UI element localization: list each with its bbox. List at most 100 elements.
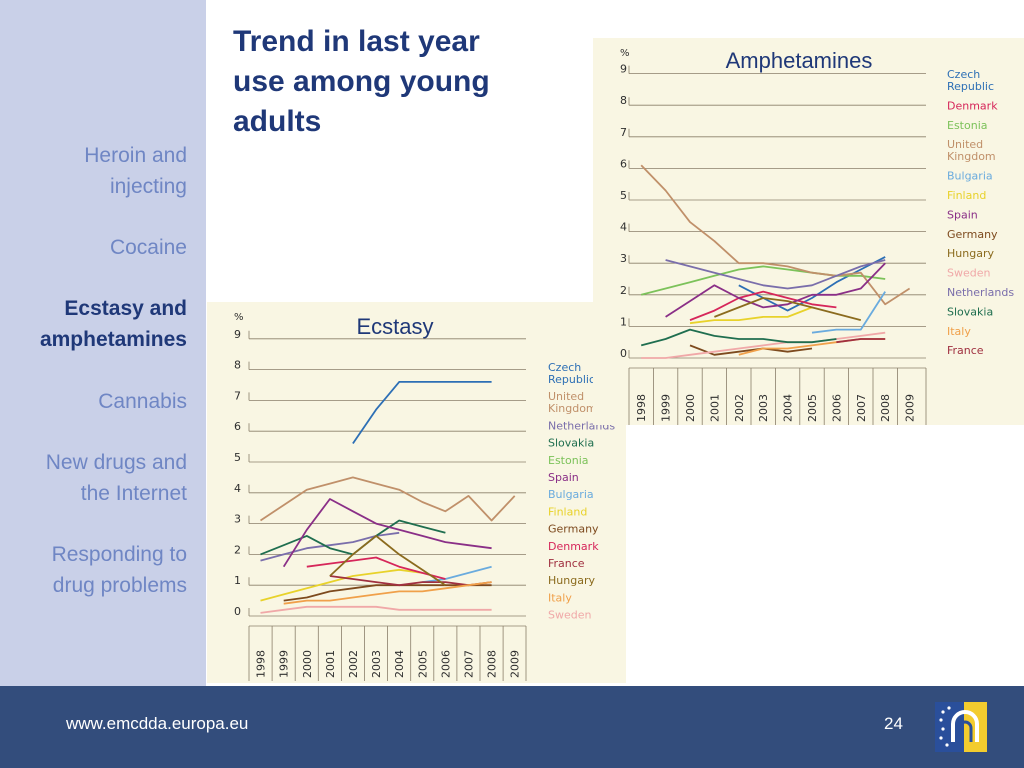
y-tick-label: 9 bbox=[234, 328, 241, 341]
series-line-czech-republic bbox=[352, 381, 492, 445]
footer-url[interactable]: www.emcdda.europa.eu bbox=[66, 714, 249, 733]
legend-item-czech-republic: Czech Republic bbox=[947, 68, 994, 93]
chart-title: Amphetamines bbox=[726, 48, 873, 73]
sidebar-item-new-drugs[interactable]: New drugs and the Internet bbox=[45, 451, 187, 505]
legend-item-france: France bbox=[548, 557, 585, 570]
series-line-italy bbox=[283, 581, 492, 605]
x-tick-label: 2000 bbox=[684, 394, 697, 422]
legend-item-germany: Germany bbox=[947, 228, 998, 241]
y-tick-label: 6 bbox=[620, 157, 627, 170]
y-tick-label: 2 bbox=[234, 543, 241, 556]
series-line-germany bbox=[689, 344, 813, 356]
amphetamines-chart: Amphetamines% 0 1 2 3 4 5 6 7 8 9 1998 1999 2000 2001 2… bbox=[593, 38, 1024, 425]
series-line-finland bbox=[260, 568, 423, 602]
legend-item-netherlands: Netherlands bbox=[947, 286, 1014, 299]
legend-item-finland: Finland bbox=[548, 505, 587, 518]
y-tick-label: 0 bbox=[620, 347, 627, 360]
x-tick-label: 2006 bbox=[439, 650, 452, 678]
x-tick-label: 2008 bbox=[879, 394, 892, 422]
sidebar-item-ecstasy-amphetamines[interactable]: Ecstasy and amphetamines bbox=[39, 297, 187, 351]
series-line-denmark bbox=[689, 290, 837, 321]
y-tick-label: 0 bbox=[234, 605, 241, 618]
x-tick-label: 2003 bbox=[757, 394, 770, 422]
x-tick-label: 2001 bbox=[708, 394, 721, 422]
y-tick-label: 7 bbox=[234, 389, 241, 402]
series-line-hungary bbox=[329, 535, 446, 586]
legend-item-hungary: Hungary bbox=[947, 247, 994, 260]
legend-item-czech-republic: Czech Republic bbox=[548, 361, 595, 386]
legend-item-sweden: Sweden bbox=[947, 267, 990, 280]
series-line-slovakia bbox=[640, 328, 837, 347]
series-line-spain bbox=[282, 498, 492, 568]
x-tick-label: 1999 bbox=[278, 650, 291, 678]
legend-item-france: France bbox=[947, 344, 984, 357]
x-tick-label: 2009 bbox=[509, 650, 522, 678]
series-line-netherlands bbox=[665, 259, 886, 290]
footer: www.emcdda.europa.eu 24 bbox=[0, 686, 1024, 768]
y-tick-label: 8 bbox=[234, 359, 241, 372]
series-line-finland bbox=[689, 306, 813, 325]
sidebar: Heroin and injecting Cocaine Ecstasy and… bbox=[0, 0, 206, 686]
x-tick-label: 2000 bbox=[301, 650, 314, 678]
y-tick-label: 9 bbox=[620, 63, 627, 76]
legend-item-denmark: Denmark bbox=[548, 540, 599, 553]
x-tick-label: 2001 bbox=[324, 650, 337, 678]
series-line-bulgaria bbox=[422, 565, 492, 583]
legend-item-united-kingdom: United Kingdom bbox=[947, 138, 996, 163]
legend-item-slovakia: Slovakia bbox=[548, 437, 594, 450]
sidebar-item-cocaine[interactable]: Cocaine bbox=[109, 236, 187, 259]
slide-title: Trend in last year use among young adult… bbox=[233, 25, 490, 138]
x-tick-label: 1999 bbox=[660, 394, 673, 422]
series-line-germany bbox=[283, 584, 492, 602]
sidebar-item-responding[interactable]: Responding to drug problems bbox=[51, 543, 187, 597]
y-tick-label: 2 bbox=[620, 284, 627, 297]
y-tick-label: 5 bbox=[234, 451, 241, 464]
y-axis-label: % bbox=[234, 312, 244, 323]
x-tick-label: 2007 bbox=[855, 394, 868, 422]
x-tick-label: 2009 bbox=[904, 394, 917, 422]
x-tick-label: 2005 bbox=[416, 650, 429, 678]
legend-item-italy: Italy bbox=[548, 591, 572, 604]
y-tick-label: 4 bbox=[234, 482, 241, 495]
series-line-spain bbox=[665, 262, 886, 318]
sidebar-item-cannabis[interactable]: Cannabis bbox=[98, 390, 187, 413]
y-tick-label: 3 bbox=[234, 513, 241, 526]
x-tick-label: 2004 bbox=[393, 650, 406, 678]
x-tick-label: 1998 bbox=[255, 650, 268, 678]
series-line-united-kingdom bbox=[640, 164, 911, 306]
legend-item-finland: Finland bbox=[947, 189, 986, 202]
legend-item-bulgaria: Bulgaria bbox=[947, 170, 993, 183]
legend-item-italy: Italy bbox=[947, 325, 971, 338]
legend-item-united-kingdom: United Kingdom bbox=[548, 390, 597, 415]
series-line-hungary bbox=[714, 297, 862, 321]
series-line-france bbox=[329, 575, 492, 587]
legend-item-estonia: Estonia bbox=[947, 119, 988, 132]
legend-item-slovakia: Slovakia bbox=[947, 305, 993, 318]
legend-item-denmark: Denmark bbox=[947, 99, 998, 112]
legend-item-germany: Germany bbox=[548, 523, 599, 536]
legend-item-estonia: Estonia bbox=[548, 454, 589, 467]
y-tick-label: 5 bbox=[620, 189, 627, 202]
y-axis-label: % bbox=[620, 48, 630, 59]
x-tick-label: 2002 bbox=[733, 394, 746, 422]
y-tick-label: 8 bbox=[620, 94, 627, 107]
x-tick-label: 1998 bbox=[635, 394, 648, 422]
y-tick-label: 3 bbox=[620, 252, 627, 265]
series-line-sweden bbox=[641, 331, 886, 359]
chart-title: Ecstasy bbox=[356, 314, 433, 339]
legend-item-spain: Spain bbox=[947, 208, 978, 221]
x-tick-label: 2005 bbox=[806, 394, 819, 422]
y-tick-label: 1 bbox=[620, 315, 627, 328]
x-tick-label: 2006 bbox=[830, 394, 843, 422]
series-line-united-kingdom bbox=[260, 476, 516, 522]
x-tick-label: 2004 bbox=[782, 394, 795, 422]
y-tick-label: 6 bbox=[234, 420, 241, 433]
x-tick-label: 2002 bbox=[347, 650, 360, 678]
page-number: 24 bbox=[884, 714, 903, 733]
sidebar-item-heroin[interactable]: Heroin and injecting bbox=[84, 144, 187, 198]
legend-item-bulgaria: Bulgaria bbox=[548, 488, 594, 501]
legend-item-hungary: Hungary bbox=[548, 574, 595, 587]
series-line-sweden bbox=[260, 605, 492, 614]
emcdda-logo-icon bbox=[935, 702, 987, 752]
ecstasy-chart: Ecstasy% 0 1 2 3 4 5 6 7 8 9 1998 1999 2000 2001 2002 20… bbox=[207, 302, 626, 683]
